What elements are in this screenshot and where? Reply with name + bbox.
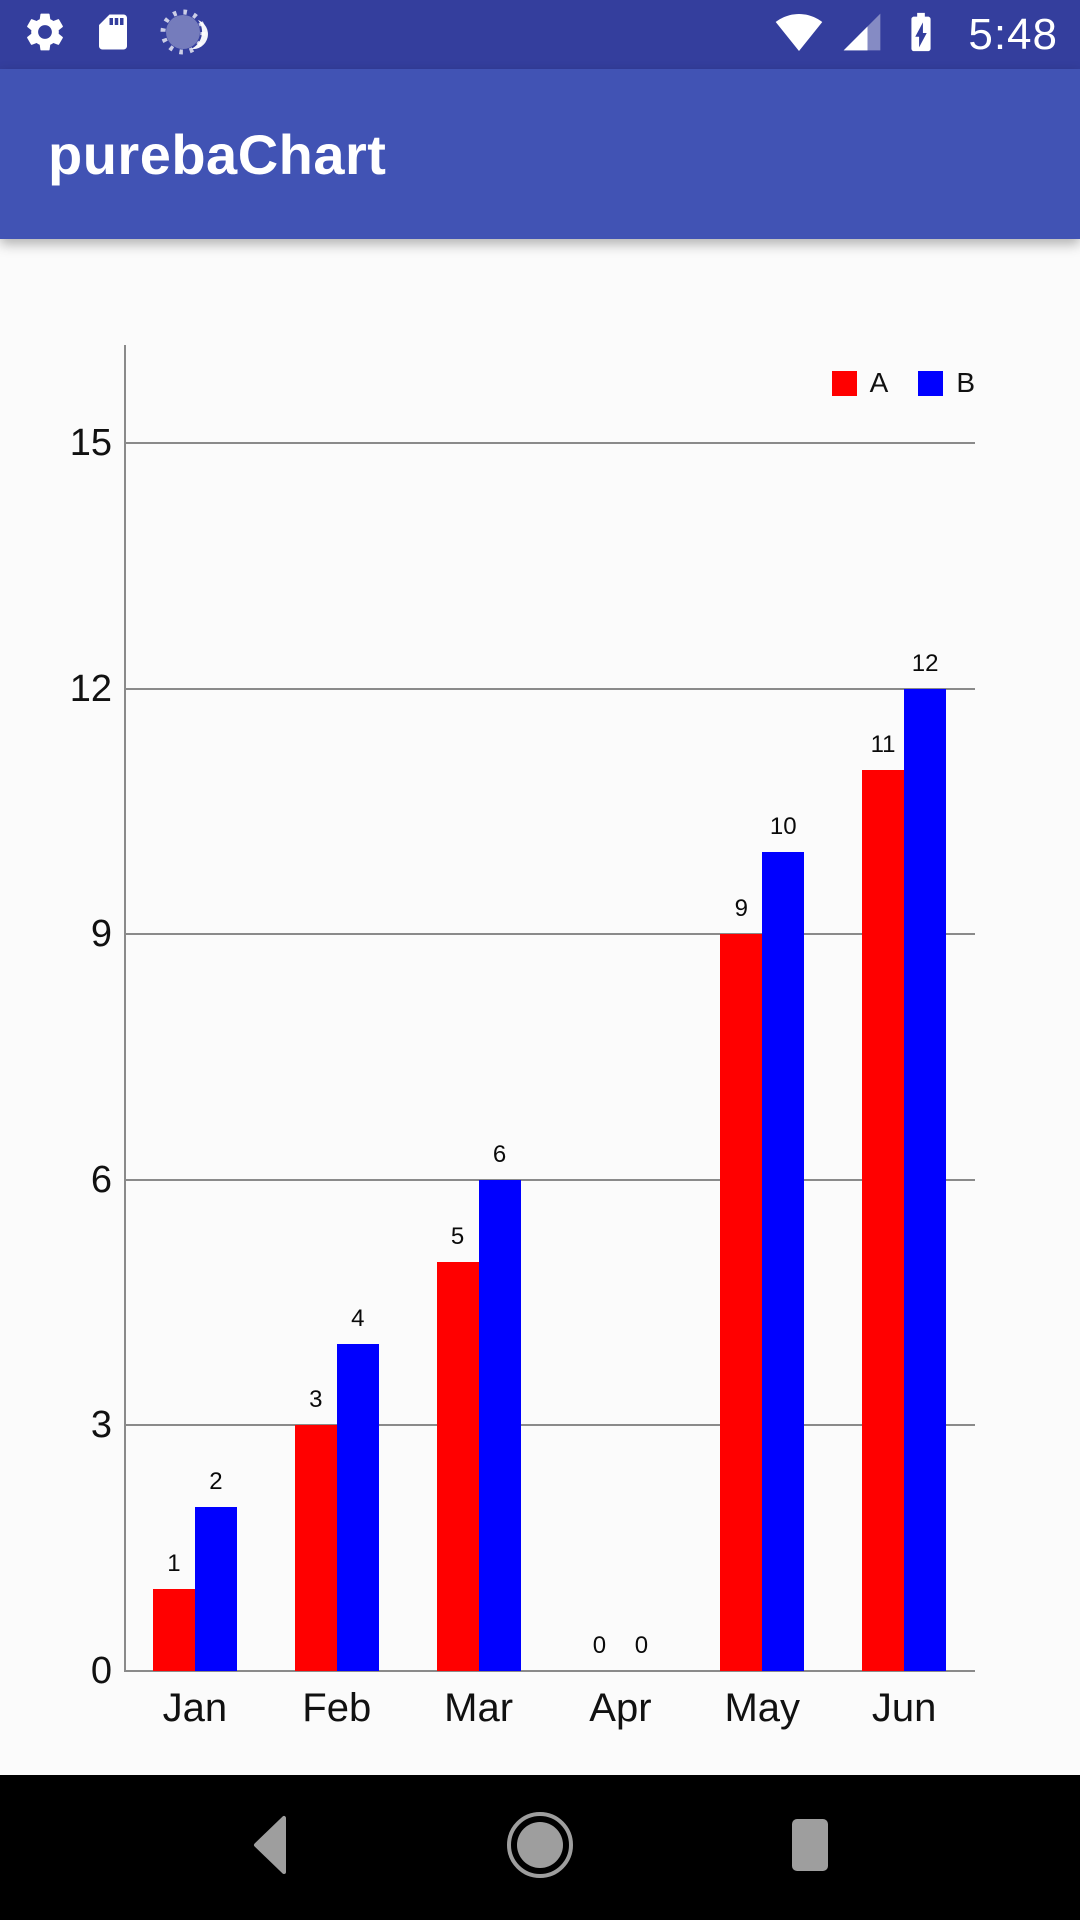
gridline-12	[124, 687, 975, 690]
x-axis-label-jun: Jun	[871, 1686, 937, 1730]
bar-value-label: 10	[769, 813, 797, 840]
recents-button[interactable]	[750, 1788, 870, 1908]
sync-spinner-icon	[158, 7, 208, 62]
android-navigation-bar	[0, 1775, 1080, 1920]
legend-item-a: A	[831, 367, 889, 399]
legend-label: B	[956, 367, 975, 398]
bar-value-label: 2	[209, 1468, 223, 1495]
app-bar: purebaChart	[0, 69, 1080, 239]
bar-value-label: 5	[450, 1223, 465, 1250]
bar-a-jun[interactable]	[862, 770, 905, 1671]
recents-icon	[790, 1817, 830, 1878]
bar-value-label: 0	[592, 1632, 607, 1659]
content-area: 0 3 6 9 12 15 1 2 Jan 3 4 Feb 5 6 Mar 0 0 Apr 9 10 May 11 12 Ju…	[0, 239, 1080, 1775]
status-bar: 5:48	[0, 0, 1080, 69]
bar-b-may[interactable]	[762, 852, 805, 1671]
status-bar-system-icons: 5:48	[772, 9, 1058, 60]
gridline-9	[124, 933, 975, 936]
x-axis-label-mar: Mar	[444, 1686, 514, 1730]
cell-signal-icon	[840, 10, 884, 59]
x-axis-line	[124, 1670, 975, 1672]
bar-a-may[interactable]	[720, 934, 763, 1671]
bar-value-label: 6	[492, 1141, 507, 1168]
legend-item-b: B	[918, 367, 975, 399]
legend-swatch-b	[918, 370, 944, 396]
battery-charging-icon	[898, 9, 944, 60]
x-axis-label-may: May	[724, 1686, 801, 1730]
y-axis-tick-label: 3	[90, 1404, 112, 1447]
wifi-icon	[772, 10, 826, 59]
bar-value-label: 4	[351, 1305, 365, 1332]
bar-b-feb[interactable]	[336, 1344, 379, 1671]
bar-a-jan[interactable]	[152, 1589, 195, 1671]
gridline-6	[124, 1178, 975, 1181]
bar-chart[interactable]: 0 3 6 9 12 15 1 2 Jan 3 4 Feb 5 6 Mar 0 0 Apr 9 10 May 11 12 Ju…	[0, 239, 1080, 1775]
back-button[interactable]	[210, 1788, 330, 1908]
y-axis-tick-label: 12	[69, 667, 112, 710]
x-axis-label-jan: Jan	[162, 1686, 228, 1730]
bar-value-label: 12	[911, 650, 939, 677]
legend-label: A	[869, 367, 889, 398]
status-bar-clock: 5:48	[968, 9, 1058, 59]
gridline-15	[124, 441, 975, 444]
bar-value-label: 0	[634, 1632, 649, 1659]
bar-b-jun[interactable]	[904, 689, 947, 1671]
back-icon	[248, 1813, 292, 1882]
bar-b-jan[interactable]	[194, 1507, 237, 1671]
bar-b-mar[interactable]	[478, 1180, 521, 1671]
bar-value-label: 9	[734, 895, 748, 922]
y-axis-tick-label: 9	[90, 913, 112, 956]
bar-value-label: 1	[167, 1550, 181, 1577]
bar-value-label: 3	[309, 1386, 323, 1413]
gridline-3	[124, 1424, 975, 1427]
home-button[interactable]	[480, 1788, 600, 1908]
bar-value-label: 11	[870, 731, 896, 758]
y-axis-tick-label: 0	[90, 1650, 112, 1692]
bar-a-feb[interactable]	[294, 1425, 337, 1671]
legend-swatch-a	[831, 370, 857, 396]
sd-card-icon	[92, 11, 134, 58]
bar-a-mar[interactable]	[436, 1262, 479, 1671]
home-icon	[504, 1809, 576, 1886]
app-title: purebaChart	[48, 122, 387, 186]
y-axis-line	[124, 345, 126, 1671]
x-axis-label-apr: Apr	[589, 1686, 652, 1730]
y-axis-tick-label: 6	[90, 1158, 112, 1201]
x-axis-label-feb: Feb	[302, 1686, 372, 1730]
settings-icon	[22, 9, 68, 60]
y-axis-tick-label: 15	[69, 421, 112, 464]
status-bar-notification-icons	[22, 7, 772, 62]
